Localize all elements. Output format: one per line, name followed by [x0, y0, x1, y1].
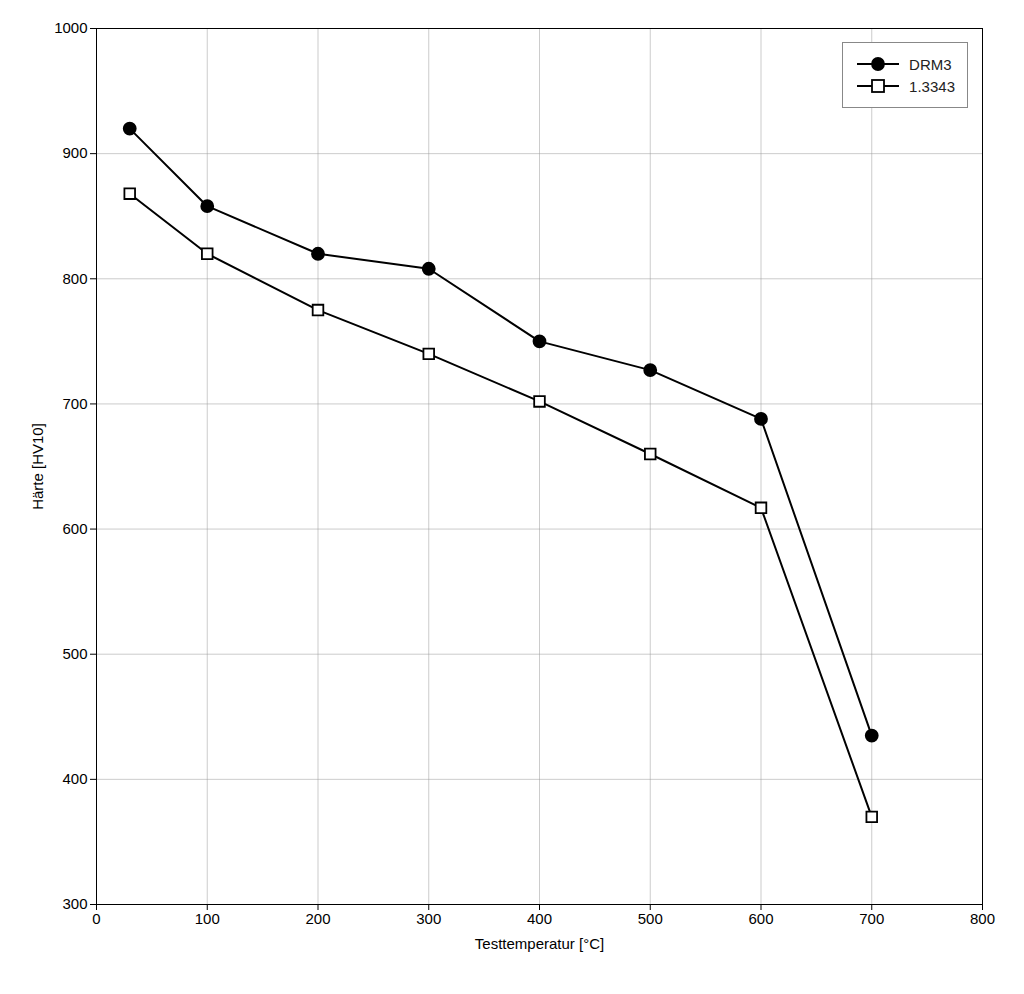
svg-text:500: 500	[62, 645, 87, 662]
svg-text:700: 700	[62, 395, 87, 412]
svg-text:700: 700	[859, 910, 884, 927]
html-text:1.3343: 1.3343	[909, 77, 955, 95]
html-text:DRM3: DRM3	[909, 55, 952, 73]
svg-text:600: 600	[748, 910, 773, 927]
svg-text:200: 200	[305, 910, 330, 927]
svg-text:400: 400	[62, 770, 87, 787]
svg-text:Testtemperatur [°C]: Testtemperatur [°C]	[475, 935, 604, 952]
svg-text:100: 100	[195, 910, 220, 927]
svg-text:500: 500	[638, 910, 663, 927]
svg-text:300: 300	[416, 910, 441, 927]
svg-text:800: 800	[970, 910, 995, 927]
svg-text:1000: 1000	[54, 19, 87, 36]
svg-text:800: 800	[62, 270, 87, 287]
svg-text:0: 0	[92, 910, 100, 927]
svg-text:600: 600	[62, 520, 87, 537]
svg-text:900: 900	[62, 144, 87, 161]
svg-text:300: 300	[62, 895, 87, 912]
svg-text:400: 400	[527, 910, 552, 927]
svg-text:Härte [HV10]: Härte [HV10]	[29, 423, 46, 510]
